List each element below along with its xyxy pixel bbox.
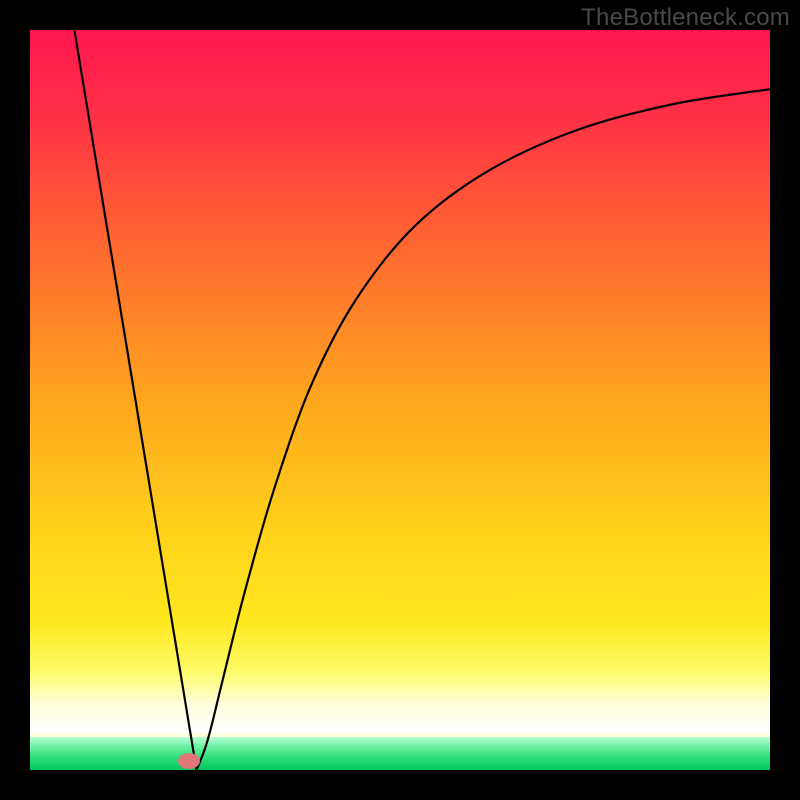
minimum-marker bbox=[178, 753, 200, 769]
chart-stage: TheBottleneck.com bbox=[0, 0, 800, 800]
v-curve bbox=[74, 30, 770, 770]
watermark-text: TheBottleneck.com bbox=[581, 4, 790, 32]
curve-layer bbox=[30, 30, 770, 770]
plot-area bbox=[30, 30, 770, 770]
